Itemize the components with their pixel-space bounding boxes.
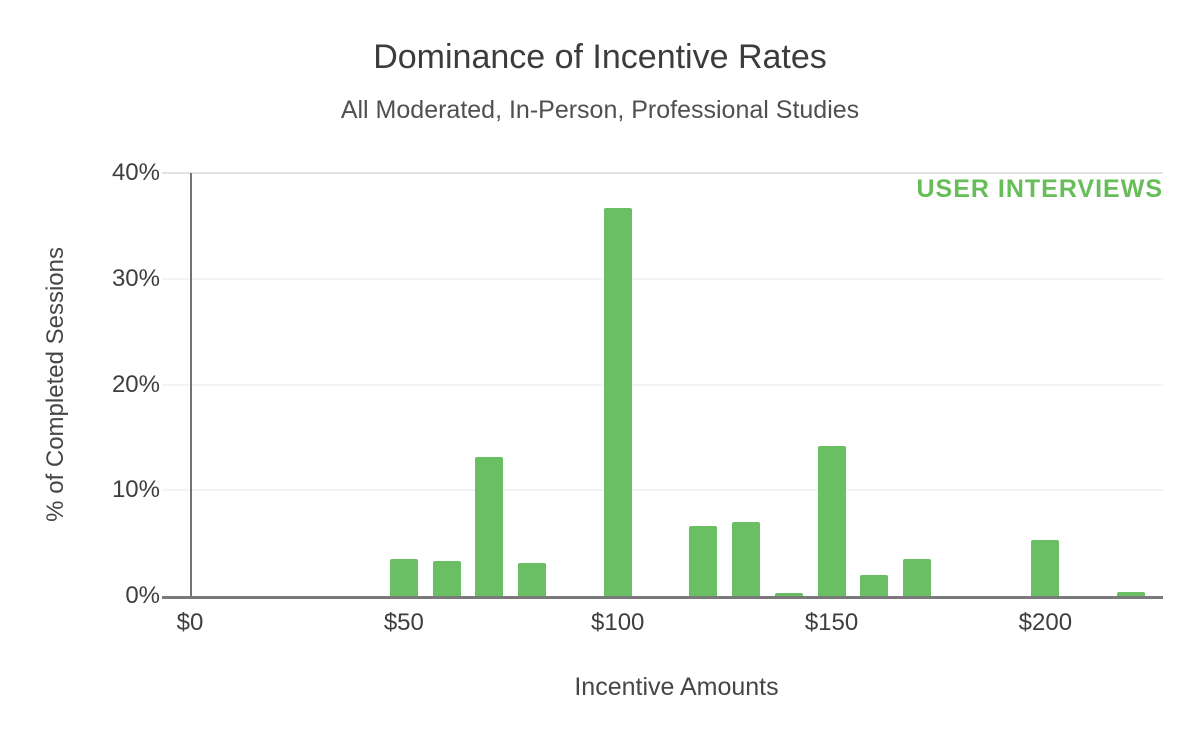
bar-220: [1116, 592, 1145, 596]
gridline-10: [162, 489, 1163, 492]
y-tick-label-30: 30%: [111, 264, 160, 292]
bar-70: [475, 457, 504, 596]
y-axis-title-text: % of Completed Sessions: [42, 247, 69, 522]
brand-watermark: USER INTERVIEWS: [916, 175, 1163, 203]
bar-160: [860, 574, 889, 596]
x-tick-label-50: $50: [383, 609, 424, 636]
x-axis-title: Incentive Amounts: [574, 673, 779, 701]
chart-subtitle: All Moderated, In-Person, Professional S…: [340, 96, 860, 124]
x-tick-label-200: $200: [1018, 609, 1073, 636]
chart-title: Dominance of Incentive Rates: [373, 38, 827, 76]
bar-130: [731, 521, 760, 596]
gridline-40: [162, 172, 1163, 174]
gridline-30: [162, 277, 1163, 280]
bar-170: [903, 559, 932, 596]
gridline-20: [162, 383, 1163, 386]
bar-80: [518, 563, 547, 596]
bar-100: [603, 207, 632, 596]
y-tick-label-0: 0%: [125, 582, 160, 609]
y-axis-title: % of Completed Sessions: [42, 173, 70, 596]
bar-150: [817, 445, 846, 596]
bar-50: [389, 559, 418, 596]
y-tick-label-10: 10%: [111, 476, 160, 504]
bar-140: [774, 593, 803, 596]
bar-60: [432, 561, 461, 596]
x-tick-label-0: $0: [176, 609, 204, 636]
x-tick-label-150: $150: [804, 609, 859, 636]
bar-120: [689, 526, 718, 596]
bar-200: [1031, 539, 1060, 596]
plot-area: 0% 10% 20% 30% 40% $0 $50 $100 $150 $200: [112, 161, 1163, 635]
x-tick-label-100: $100: [590, 609, 645, 636]
y-axis-line: [190, 173, 192, 599]
y-tick-label-20: 20%: [111, 370, 160, 398]
y-tick-label-40: 40%: [111, 159, 160, 186]
x-axis-line: [162, 596, 1163, 599]
